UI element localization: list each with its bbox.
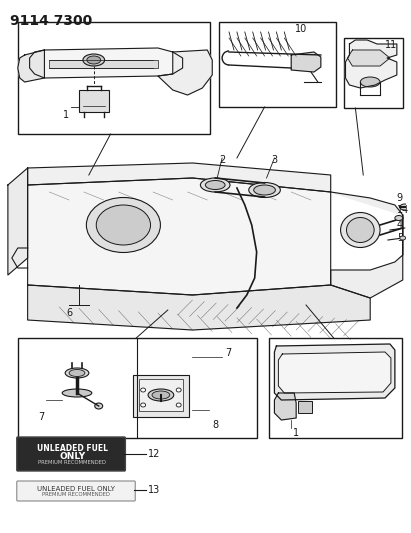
Text: PREMIUM RECOMMENDED: PREMIUM RECOMMENDED: [42, 492, 110, 497]
Bar: [79, 90, 109, 112]
Text: 3: 3: [271, 155, 277, 165]
Polygon shape: [28, 163, 331, 192]
Polygon shape: [331, 192, 403, 298]
FancyBboxPatch shape: [17, 481, 135, 501]
Text: UNLEADED FUEL: UNLEADED FUEL: [37, 444, 108, 453]
Ellipse shape: [206, 181, 225, 190]
Text: 2: 2: [219, 155, 225, 165]
Text: 12: 12: [148, 449, 160, 459]
Text: 7: 7: [225, 348, 231, 358]
Ellipse shape: [65, 368, 89, 378]
Polygon shape: [291, 52, 321, 72]
Text: UNLEADED FUEL ONLY: UNLEADED FUEL ONLY: [37, 486, 115, 492]
Polygon shape: [347, 50, 390, 66]
Bar: [344, 38, 403, 108]
Text: ONLY: ONLY: [59, 452, 85, 461]
Ellipse shape: [96, 205, 150, 245]
Ellipse shape: [400, 236, 406, 240]
Polygon shape: [158, 50, 212, 95]
Text: 13: 13: [148, 485, 160, 495]
Ellipse shape: [395, 215, 403, 221]
Ellipse shape: [62, 389, 92, 397]
Text: 7: 7: [38, 412, 44, 422]
Text: 9: 9: [397, 193, 403, 203]
Bar: [133, 375, 189, 417]
Bar: [219, 22, 336, 107]
Text: PREMIUM RECOMMENDED: PREMIUM RECOMMENDED: [38, 460, 106, 465]
Text: 1: 1: [293, 428, 299, 438]
Bar: [139, 379, 182, 411]
Ellipse shape: [176, 403, 181, 407]
Polygon shape: [275, 344, 395, 400]
Text: 1: 1: [63, 110, 69, 120]
Ellipse shape: [346, 217, 374, 243]
Polygon shape: [18, 50, 44, 82]
Ellipse shape: [87, 56, 101, 64]
Ellipse shape: [341, 213, 380, 247]
Polygon shape: [28, 178, 331, 295]
Ellipse shape: [152, 391, 170, 399]
Polygon shape: [346, 40, 397, 88]
Text: 4: 4: [397, 220, 403, 230]
Text: 6: 6: [66, 308, 72, 318]
Ellipse shape: [148, 389, 174, 401]
Polygon shape: [275, 393, 296, 420]
Ellipse shape: [83, 54, 105, 66]
Bar: [268, 338, 402, 438]
Bar: [18, 22, 210, 134]
Ellipse shape: [141, 388, 145, 392]
Text: 5: 5: [397, 233, 403, 243]
Ellipse shape: [249, 182, 280, 198]
Ellipse shape: [176, 388, 181, 392]
Polygon shape: [8, 168, 28, 275]
Polygon shape: [278, 352, 391, 393]
Ellipse shape: [86, 198, 160, 253]
Bar: [298, 401, 312, 413]
FancyBboxPatch shape: [17, 437, 125, 471]
Ellipse shape: [400, 204, 410, 210]
Polygon shape: [30, 48, 182, 78]
Text: 8: 8: [212, 420, 218, 430]
Text: 10: 10: [295, 24, 307, 34]
Ellipse shape: [201, 178, 230, 192]
Polygon shape: [28, 285, 370, 330]
Ellipse shape: [254, 185, 275, 195]
Bar: [18, 338, 256, 438]
Ellipse shape: [95, 403, 103, 409]
Text: 9114 7300: 9114 7300: [10, 14, 92, 28]
Text: 14: 14: [397, 205, 409, 215]
Ellipse shape: [141, 403, 145, 407]
Text: 11: 11: [385, 40, 397, 50]
Bar: [49, 60, 158, 68]
Ellipse shape: [360, 77, 380, 87]
Ellipse shape: [69, 369, 85, 376]
